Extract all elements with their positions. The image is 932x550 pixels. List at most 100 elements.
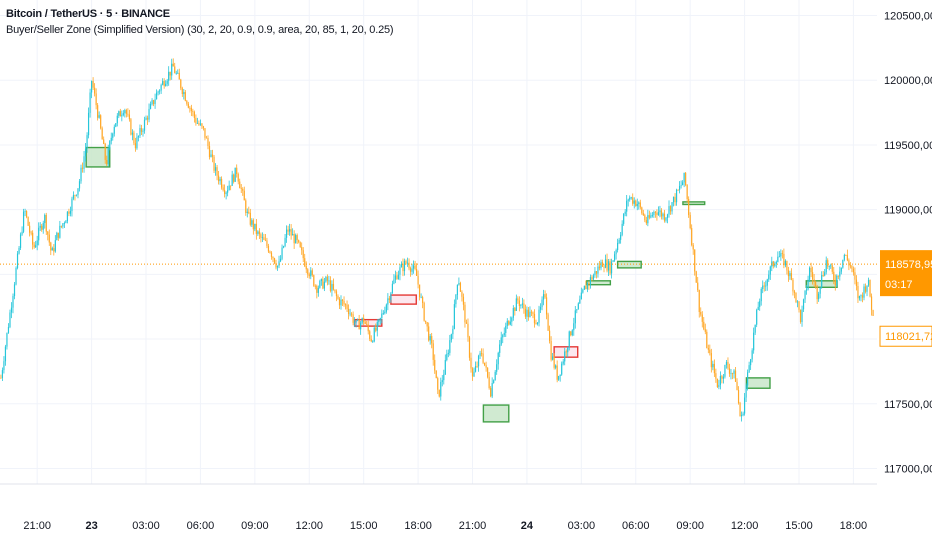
- time-tick-label: 09:00: [241, 520, 269, 532]
- down-candle: [125, 110, 127, 114]
- down-candle: [53, 248, 55, 252]
- down-candle: [547, 314, 549, 331]
- down-candle: [220, 178, 223, 188]
- up-candle: [520, 304, 522, 306]
- down-candle: [831, 265, 833, 272]
- down-candle: [267, 245, 270, 252]
- down-candle: [715, 373, 717, 379]
- down-candle: [834, 280, 836, 286]
- down-candle: [816, 286, 818, 300]
- down-candle: [822, 275, 824, 276]
- down-candle: [81, 167, 84, 169]
- down-candle: [787, 270, 790, 277]
- up-candle: [586, 282, 588, 290]
- up-candle: [807, 279, 809, 290]
- down-candle: [846, 255, 848, 261]
- up-candle: [819, 287, 821, 294]
- indicator-label[interactable]: Buyer/Seller Zone (Simplified Version) (…: [6, 24, 394, 36]
- up-candle: [638, 202, 640, 204]
- down-candle: [304, 258, 306, 267]
- up-candle: [393, 279, 395, 284]
- down-candle: [329, 280, 332, 291]
- down-candle: [854, 272, 856, 280]
- up-candle: [86, 135, 88, 149]
- down-candle: [645, 220, 647, 224]
- current-price-value: 118578,95: [885, 259, 932, 271]
- down-candle: [556, 365, 558, 380]
- up-candle: [496, 364, 498, 372]
- up-candle: [289, 229, 291, 232]
- up-candle: [743, 397, 746, 414]
- down-candle: [334, 289, 336, 292]
- down-candle: [783, 253, 785, 266]
- up-candle: [719, 375, 722, 385]
- down-candle: [350, 313, 353, 315]
- price-axis[interactable]: 120500,00 120000,00 119500,00 119000,00 1175…: [884, 11, 932, 476]
- up-candle: [494, 371, 496, 381]
- up-candle: [136, 137, 138, 149]
- up-candle: [69, 211, 72, 214]
- up-candle: [376, 322, 378, 331]
- up-candle: [453, 304, 455, 329]
- up-candle: [512, 308, 514, 318]
- up-candle: [750, 359, 752, 366]
- up-candle: [214, 167, 217, 171]
- up-candle: [756, 309, 758, 325]
- up-candle: [372, 341, 374, 343]
- up-candle: [860, 295, 862, 297]
- time-tick-label: 06:00: [622, 520, 650, 532]
- time-axis[interactable]: 21:00 23 03:00 06:00 09:00 12:00 15:00 18:00 21:…: [23, 520, 867, 532]
- down-candle: [533, 313, 536, 324]
- time-tick-label: 15:00: [785, 520, 813, 532]
- down-candle: [432, 343, 434, 360]
- down-candle: [97, 105, 99, 118]
- up-candle: [621, 223, 623, 235]
- up-candle: [561, 363, 563, 375]
- up-candle: [285, 229, 288, 238]
- down-candle: [695, 271, 697, 283]
- time-tick-label: 21:00: [23, 520, 51, 532]
- up-candle: [154, 99, 156, 105]
- up-candle: [597, 266, 599, 274]
- down-candle: [648, 215, 650, 218]
- up-candle: [858, 295, 861, 299]
- down-candle: [514, 308, 516, 311]
- up-candle: [7, 327, 10, 333]
- up-candle: [35, 245, 37, 248]
- up-candle: [497, 352, 499, 365]
- down-candle: [187, 103, 189, 108]
- down-candle: [781, 253, 783, 255]
- time-tick-label: 18:00: [840, 520, 868, 532]
- up-candle: [571, 330, 573, 336]
- down-candle: [409, 268, 412, 272]
- up-candle: [399, 267, 401, 275]
- down-candle: [270, 252, 273, 257]
- price-tick-label: 120000,00: [884, 75, 932, 87]
- down-candle: [239, 181, 241, 189]
- down-candle: [674, 196, 676, 203]
- down-candle: [415, 269, 418, 276]
- down-candle: [523, 303, 525, 310]
- up-candle: [148, 108, 150, 120]
- down-candle: [428, 326, 430, 341]
- up-candle: [789, 273, 791, 277]
- down-candle: [482, 353, 484, 363]
- up-candle: [473, 371, 475, 377]
- down-candle: [669, 206, 672, 212]
- up-candle: [261, 237, 264, 239]
- down-candle: [639, 202, 641, 208]
- down-candle: [396, 275, 398, 280]
- up-candle: [381, 313, 383, 319]
- down-candle: [641, 207, 643, 214]
- down-candle: [103, 139, 105, 144]
- down-candle: [727, 361, 729, 369]
- up-candle: [600, 262, 602, 269]
- up-candle: [733, 370, 735, 374]
- up-candle: [843, 254, 845, 260]
- up-candle: [506, 320, 508, 326]
- price-tick-label: 117000,00: [884, 463, 932, 475]
- down-candle: [243, 190, 245, 201]
- symbol-title[interactable]: Bitcoin / TetherUS · 5 · BINANCE: [6, 8, 170, 20]
- down-candle: [95, 93, 97, 106]
